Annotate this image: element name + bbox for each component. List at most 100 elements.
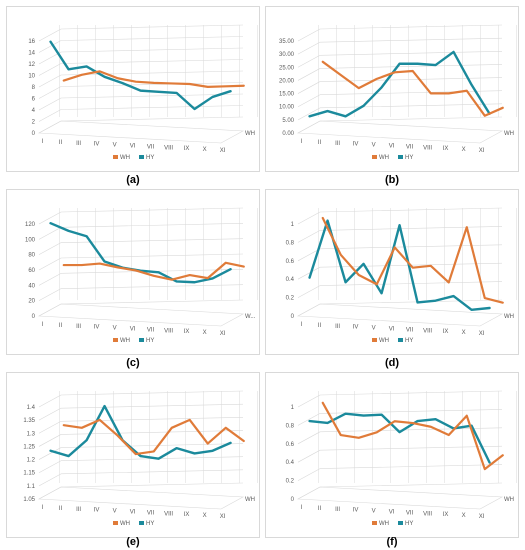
x-tick-label: III [335, 507, 340, 513]
y-tick-label: 0 [32, 314, 36, 320]
gridline [319, 299, 503, 305]
gridline [60, 299, 244, 305]
y-tick-label: 8 [32, 85, 36, 91]
chart-panel-b: 0.00 5.00 10.00 15.00 20.00 25.00 30.00 35.00 I I… [265, 6, 519, 172]
data-point-wh [81, 264, 83, 266]
data-point-hy [434, 300, 437, 302]
chart-floor [296, 120, 504, 144]
y-tick-label: 1.35 [23, 418, 35, 424]
x-tick-label: VI [389, 144, 395, 150]
y-tick-label: 14 [28, 51, 35, 57]
x-tick-label: XI [479, 148, 485, 154]
chart-panel-d: 0 0.2 0.4 0.6 0.8 1 I II III IV V VI VII VIII IX X XI WH W… [265, 189, 519, 355]
data-point-hy [434, 418, 437, 420]
data-point-hy [49, 222, 52, 224]
data-point-hy [157, 458, 160, 460]
chart-svg-f: 00.20.40.60.81I II III IV V VI VII VIII IX X XIWHW… [286, 390, 517, 527]
x-tick-label: II [318, 323, 322, 329]
gridline [319, 103, 503, 109]
panel-label-f: (f) [386, 536, 398, 548]
series-line-wh [321, 60, 504, 117]
data-point-wh [207, 442, 209, 445]
y-tick-label: 0.4 [286, 460, 295, 466]
chart-svg-d: 00.20.40.60.81I II III IV V VI VII VIII IX X XIWHW… [286, 207, 517, 344]
x-tick-label: VIII [423, 145, 432, 151]
legend-swatch-wh [372, 338, 377, 342]
y-tick-label: 0.8 [286, 240, 295, 246]
data-point-wh [394, 246, 396, 249]
data-point-wh [225, 427, 227, 429]
x-tick-label: VIII [164, 511, 173, 517]
y-tick-label: 5.00 [282, 118, 294, 124]
legend-swatch-wh [113, 338, 118, 342]
x-tick-label: V [372, 509, 376, 515]
x-tick-label: I [42, 322, 44, 328]
x-tick-label: IX [443, 146, 449, 152]
x-tick-label: XI [479, 331, 485, 337]
x-tick-label: VII [147, 327, 155, 333]
data-point-hy [211, 96, 214, 98]
data-point-hy [211, 450, 214, 452]
side-gridline [38, 211, 62, 225]
data-point-wh [117, 435, 119, 437]
data-point-hy [308, 420, 311, 422]
y-tick-label: 4 [32, 108, 36, 114]
x-tick-label: I [42, 139, 44, 145]
data-point-wh [340, 434, 342, 436]
y-tick-label: 1.2 [27, 458, 36, 464]
legend-swatch-hy [139, 155, 144, 159]
data-point-wh [135, 453, 137, 455]
data-point-hy [434, 64, 437, 66]
data-point-wh [430, 426, 432, 428]
y-tick-label: 80 [28, 253, 35, 259]
x-tick-label: VII [406, 144, 414, 150]
gridline [60, 390, 244, 396]
gridline [319, 482, 503, 488]
x-tick-label: V [372, 326, 376, 332]
data-point-wh [484, 468, 486, 470]
side-gridline [297, 449, 321, 463]
legend-swatch-hy [139, 521, 144, 525]
x-tick-label: VI [130, 144, 136, 150]
y-tick-label: 60 [28, 268, 35, 274]
data-point-hy [398, 431, 401, 433]
y-tick-label: 120 [25, 222, 36, 228]
data-point-hy [229, 268, 232, 270]
chart-floor [37, 303, 245, 327]
legend-label-hy: HY [146, 521, 154, 527]
data-point-hy [326, 110, 329, 112]
data-point-wh [448, 92, 450, 94]
data-point-wh [502, 302, 504, 304]
data-point-wh [153, 82, 155, 84]
side-gridline [297, 431, 321, 445]
legend-label-wh: WH [379, 155, 389, 161]
data-point-wh [81, 74, 83, 76]
side-gridline [38, 288, 62, 301]
data-point-wh [466, 415, 468, 417]
depth-axis-label: WH [245, 131, 255, 137]
data-point-wh [135, 269, 137, 272]
data-point-hy [380, 414, 383, 416]
data-point-wh [412, 422, 414, 424]
side-gridline [38, 394, 62, 408]
y-tick-label: 0.2 [286, 296, 295, 302]
gridline [60, 253, 244, 259]
gridline [319, 37, 503, 43]
x-tick-label: VI [130, 510, 136, 516]
data-point-wh [358, 437, 360, 439]
side-gridline [297, 28, 321, 42]
data-point-hy [103, 405, 106, 407]
x-tick-label: II [318, 140, 322, 146]
gridline [60, 469, 244, 475]
y-tick-label: 2 [32, 120, 36, 126]
legend-swatch-hy [398, 521, 403, 525]
data-point-hy [85, 439, 88, 441]
data-point-wh [376, 431, 378, 433]
x-tick-label: IX [184, 512, 190, 518]
data-point-hy [362, 105, 365, 107]
gridline [319, 64, 503, 69]
chart-panel-f: 0 0.2 0.4 0.6 0.8 1 I II III IV V VI VII VIII IX X XI WH W… [265, 372, 519, 538]
x-tick-label: III [76, 141, 81, 147]
x-tick-label: VIII [423, 511, 432, 517]
side-gridline [297, 394, 321, 408]
